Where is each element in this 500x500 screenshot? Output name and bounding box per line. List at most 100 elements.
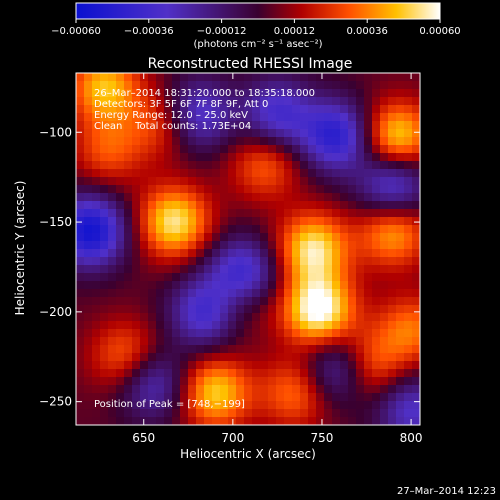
heatmap-cell	[140, 105, 149, 114]
heatmap-cell	[84, 385, 93, 394]
heatmap-cell	[244, 385, 253, 394]
heatmap-cell	[180, 153, 189, 162]
heatmap-cell	[324, 329, 333, 338]
heatmap-cell	[300, 385, 309, 394]
heatmap-cell	[228, 241, 237, 250]
heatmap-cell	[308, 273, 317, 282]
heatmap-cell	[356, 337, 365, 346]
heatmap-cell	[148, 97, 157, 106]
heatmap-cell	[76, 377, 85, 386]
heatmap-cell	[228, 377, 237, 386]
heatmap-cell	[92, 73, 101, 82]
heatmap-cell	[244, 401, 253, 410]
heatmap-cell	[388, 265, 397, 274]
heatmap-cell	[124, 329, 133, 338]
heatmap-cell	[132, 313, 141, 322]
heatmap-cell	[332, 305, 341, 314]
heatmap-cell	[332, 385, 341, 394]
heatmap-cell	[348, 105, 357, 114]
heatmap-cell	[268, 233, 277, 242]
heatmap-cell	[260, 233, 269, 242]
heatmap-cell	[396, 401, 405, 410]
heatmap-cell	[340, 401, 349, 410]
heatmap-cell	[132, 337, 141, 346]
heatmap-cell	[372, 297, 381, 306]
heatmap-cell	[84, 193, 93, 202]
heatmap-cell	[76, 217, 85, 226]
heatmap-cell	[172, 129, 181, 138]
heatmap-cell	[92, 353, 101, 362]
heatmap-cell	[292, 281, 301, 290]
heatmap-cell	[108, 257, 117, 266]
heatmap-cell	[164, 185, 173, 194]
heatmap-cell	[236, 105, 245, 114]
heatmap-cell	[252, 297, 261, 306]
heatmap-cell	[148, 249, 157, 258]
heatmap-cell	[148, 313, 157, 322]
heatmap-cell	[156, 201, 165, 210]
heatmap-cell	[316, 177, 325, 186]
heatmap-cell	[124, 153, 133, 162]
heatmap-cell	[228, 321, 237, 330]
heatmap-cell	[260, 297, 269, 306]
heatmap-cell	[372, 145, 381, 154]
heatmap-cell	[252, 113, 261, 122]
heatmap-cell	[236, 289, 245, 298]
heatmap-cell	[212, 249, 221, 258]
heatmap-cell	[308, 249, 317, 258]
heatmap-cell	[404, 273, 413, 282]
heatmap-cell	[236, 137, 245, 146]
heatmap-cell	[140, 225, 149, 234]
heatmap-cell	[268, 305, 277, 314]
heatmap-cell	[108, 369, 117, 378]
heatmap-cell	[236, 393, 245, 402]
heatmap-cell	[252, 273, 261, 282]
heatmap-cell	[204, 281, 213, 290]
heatmap-cell	[300, 185, 309, 194]
heatmap-cell	[236, 353, 245, 362]
heatmap-cell	[76, 153, 85, 162]
heatmap-cell	[220, 145, 229, 154]
heatmap-cell	[268, 401, 277, 410]
heatmap-cell	[100, 313, 109, 322]
heatmap-cell	[252, 353, 261, 362]
heatmap-cell	[292, 377, 301, 386]
heatmap-cell	[372, 369, 381, 378]
heatmap-cell	[332, 377, 341, 386]
heatmap-cell	[284, 353, 293, 362]
heatmap-cell	[380, 265, 389, 274]
heatmap-cell	[356, 97, 365, 106]
heatmap-cell	[108, 281, 117, 290]
heatmap-cell	[92, 121, 101, 130]
heatmap-cell	[180, 201, 189, 210]
heatmap-cell	[364, 145, 373, 154]
heatmap-cell	[372, 89, 381, 98]
heatmap-cell	[100, 121, 109, 130]
heatmap-cell	[356, 345, 365, 354]
heatmap-cell	[292, 137, 301, 146]
heatmap-cell	[380, 177, 389, 186]
heatmap-cell	[276, 145, 285, 154]
heatmap-cell	[76, 137, 85, 146]
heatmap-cell	[364, 169, 373, 178]
heatmap-cell	[268, 289, 277, 298]
heatmap-cell	[196, 337, 205, 346]
heatmap-cell	[340, 385, 349, 394]
heatmap-cell	[84, 297, 93, 306]
heatmap-cell	[284, 137, 293, 146]
heatmap-cell	[380, 137, 389, 146]
heatmap-cell	[164, 145, 173, 154]
heatmap-cell	[348, 257, 357, 266]
heatmap-cell	[340, 297, 349, 306]
heatmap-cell	[260, 97, 269, 106]
heatmap-cell	[292, 129, 301, 138]
heatmap-cell	[356, 233, 365, 242]
heatmap-cell	[212, 105, 221, 114]
heatmap-cell	[100, 169, 109, 178]
heatmap-cell	[396, 281, 405, 290]
heatmap-cell	[316, 297, 325, 306]
heatmap-cell	[276, 417, 285, 426]
heatmap-cell	[180, 401, 189, 410]
heatmap-cell	[76, 409, 85, 418]
heatmap-cell	[236, 241, 245, 250]
